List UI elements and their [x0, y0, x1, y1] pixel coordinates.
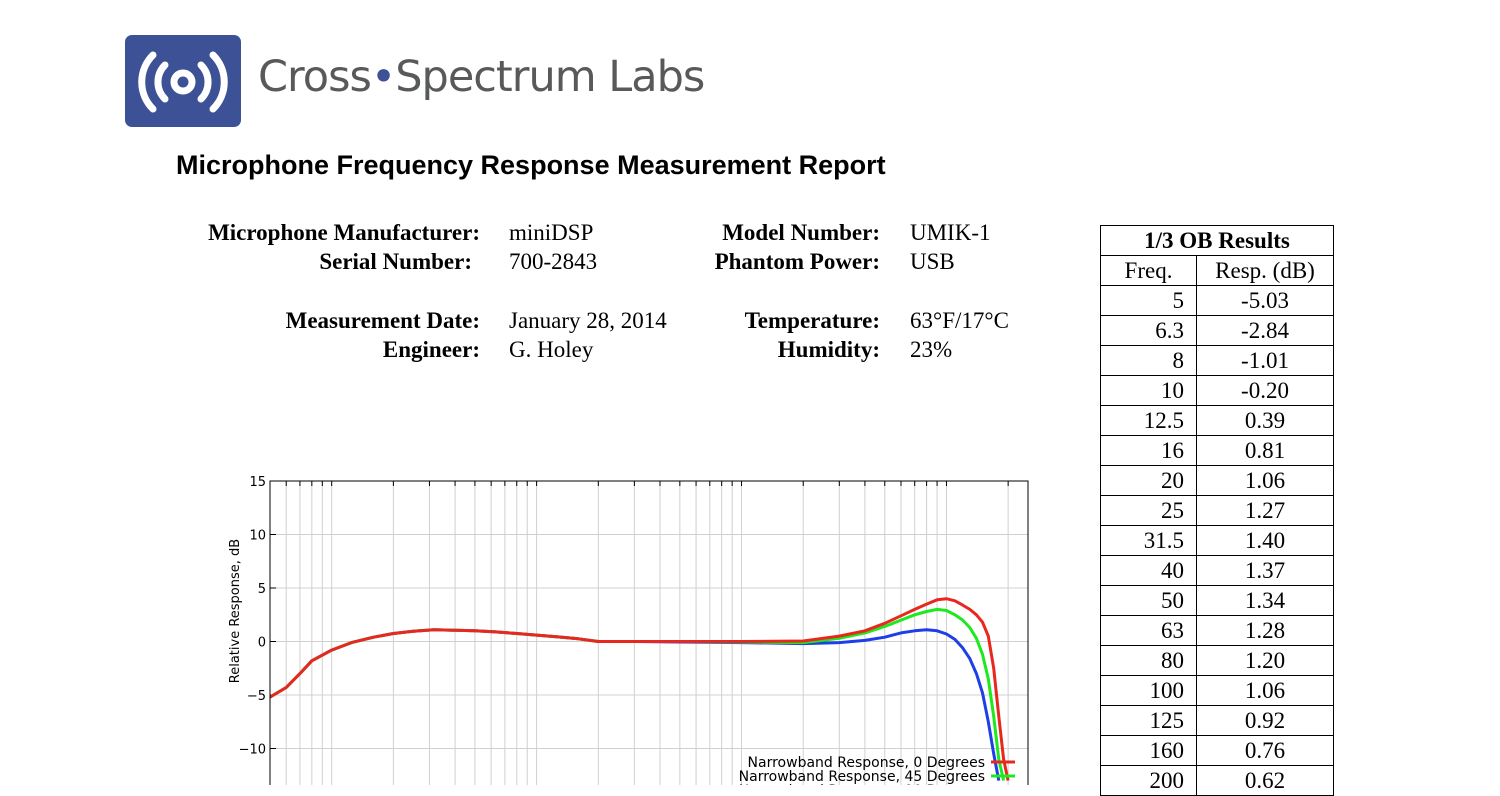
freq-cell: 31.5	[1100, 525, 1197, 556]
serial-value: 700-2843	[509, 249, 598, 274]
freq-cell: 125	[1100, 705, 1197, 736]
brand-name: Cross•Spectrum Labs	[258, 52, 705, 102]
freq-cell: 50	[1100, 585, 1197, 616]
resp-cell: 1.27	[1196, 495, 1334, 526]
phantom-label: Phantom Power:	[714, 249, 880, 274]
resp-cell: 1.28	[1196, 615, 1334, 646]
ob-results-table: 1/3 OB Results Freq. Resp. (dB) 5 -5.03 6…	[1100, 225, 1334, 796]
brand-name-part1: Cross	[258, 52, 372, 102]
table-row: 12.5 0.39	[1100, 405, 1334, 436]
freq-cell: 25	[1100, 495, 1197, 526]
freq-cell: 40	[1100, 555, 1197, 586]
resp-cell: -1.01	[1196, 345, 1334, 376]
table-row: 25 1.27	[1100, 495, 1334, 526]
model-label: Model Number:	[722, 220, 880, 245]
resp-cell: 1.34	[1196, 585, 1334, 616]
y-axis-ticks: 15 10 5 0 −5 −10	[239, 475, 266, 758]
table-row: 40 1.37	[1100, 555, 1334, 586]
freq-cell: 10	[1100, 375, 1197, 406]
ob-table-caption: 1/3 OB Results	[1100, 225, 1334, 256]
manufacturer-label: Microphone Manufacturer:	[208, 220, 480, 245]
table-row: 80 1.20	[1100, 645, 1334, 676]
freq-cell: 200	[1100, 765, 1197, 796]
humidity-label: Humidity:	[777, 337, 880, 362]
temperature-label: Temperature:	[744, 308, 880, 333]
ob-col-resp-header: Resp. (dB)	[1196, 255, 1334, 286]
table-row: 16 0.81	[1100, 435, 1334, 466]
ob-col-freq-header: Freq.	[1100, 255, 1197, 286]
plot-frame	[269, 480, 1029, 785]
table-row: 200 0.62	[1100, 765, 1334, 796]
chart-grid	[269, 480, 1028, 785]
resp-cell: 1.06	[1196, 465, 1334, 496]
freq-cell: 6.3	[1100, 315, 1197, 346]
chart-series	[270, 597, 1010, 781]
table-row: 50 1.34	[1100, 585, 1334, 616]
resp-cell: -0.20	[1196, 375, 1334, 406]
manufacturer-value: miniDSP	[509, 220, 594, 245]
table-row: 6.3 -2.84	[1100, 315, 1334, 346]
resp-cell: 1.40	[1196, 525, 1334, 556]
resp-cell: 1.06	[1196, 675, 1334, 706]
freq-cell: 8	[1100, 345, 1197, 376]
resp-cell: 1.20	[1196, 645, 1334, 676]
freq-cell: 100	[1100, 675, 1197, 706]
resp-cell: 0.92	[1196, 705, 1334, 736]
series-line-0	[270, 597, 1010, 781]
table-row: 63 1.28	[1100, 615, 1334, 646]
page-title: Microphone Frequency Response Measuremen…	[176, 150, 886, 180]
model-value: UMIK-1	[910, 220, 991, 245]
resp-cell: 0.62	[1196, 765, 1334, 796]
table-row: 100 1.06	[1100, 675, 1334, 706]
freq-cell: 160	[1100, 735, 1197, 766]
resp-cell: -2.84	[1196, 315, 1334, 346]
freq-cell: 12.5	[1100, 405, 1197, 436]
chart-legend: Narrowband Response, 0 DegreesNarrowband…	[739, 755, 1015, 785]
table-row: 160 0.76	[1100, 735, 1334, 766]
y-tick-label: 15	[249, 475, 266, 490]
temperature-value: 63°F/17°C	[910, 308, 1009, 333]
legend-label: Narrowband Response, 90 Degrees	[739, 783, 985, 785]
frequency-response-chart: 15 10 5 0 −5 −10 Relative Response, dB Narrow…	[228, 475, 1029, 785]
freq-cell: 63	[1100, 615, 1197, 646]
broadcast-signal-icon	[138, 51, 228, 113]
serial-label: Serial Number:	[319, 249, 472, 274]
resp-cell: -5.03	[1196, 285, 1334, 316]
freq-cell: 80	[1100, 645, 1197, 676]
brand-logo	[125, 35, 241, 127]
date-value: January 28, 2014	[509, 308, 667, 333]
freq-cell: 5	[1100, 285, 1197, 316]
freq-cell: 16	[1100, 435, 1197, 466]
resp-cell: 0.81	[1196, 435, 1334, 466]
phantom-value: USB	[910, 249, 955, 274]
y-tick-label: 0	[258, 636, 266, 651]
freq-cell: 20	[1100, 465, 1197, 496]
table-row: 20 1.06	[1100, 465, 1334, 496]
y-tick-label: −5	[247, 689, 266, 704]
y-axis-label: Relative Response, dB	[228, 539, 243, 683]
resp-cell: 0.76	[1196, 735, 1334, 766]
date-label: Measurement Date:	[285, 308, 480, 333]
y-tick-label: −10	[239, 743, 266, 758]
table-row: 10 -0.20	[1100, 375, 1334, 406]
engineer-label: Engineer:	[382, 337, 480, 362]
y-tick-label: 5	[258, 582, 266, 597]
table-row: 8 -1.01	[1100, 345, 1334, 376]
brand-separator: •	[370, 52, 396, 102]
y-tick-label: 10	[249, 529, 266, 544]
legend-label: Narrowband Response, 0 Degrees	[748, 755, 985, 771]
table-row: 31.5 1.40	[1100, 525, 1334, 556]
table-row: 5 -5.03	[1100, 285, 1334, 316]
brand-name-part2: Spectrum Labs	[395, 52, 705, 102]
resp-cell: 1.37	[1196, 555, 1334, 586]
table-row: 125 0.92	[1100, 705, 1334, 736]
humidity-value: 23%	[910, 337, 953, 362]
engineer-value: G. Holey	[509, 337, 594, 362]
resp-cell: 0.39	[1196, 405, 1334, 436]
legend-label: Narrowband Response, 45 Degrees	[739, 769, 985, 785]
